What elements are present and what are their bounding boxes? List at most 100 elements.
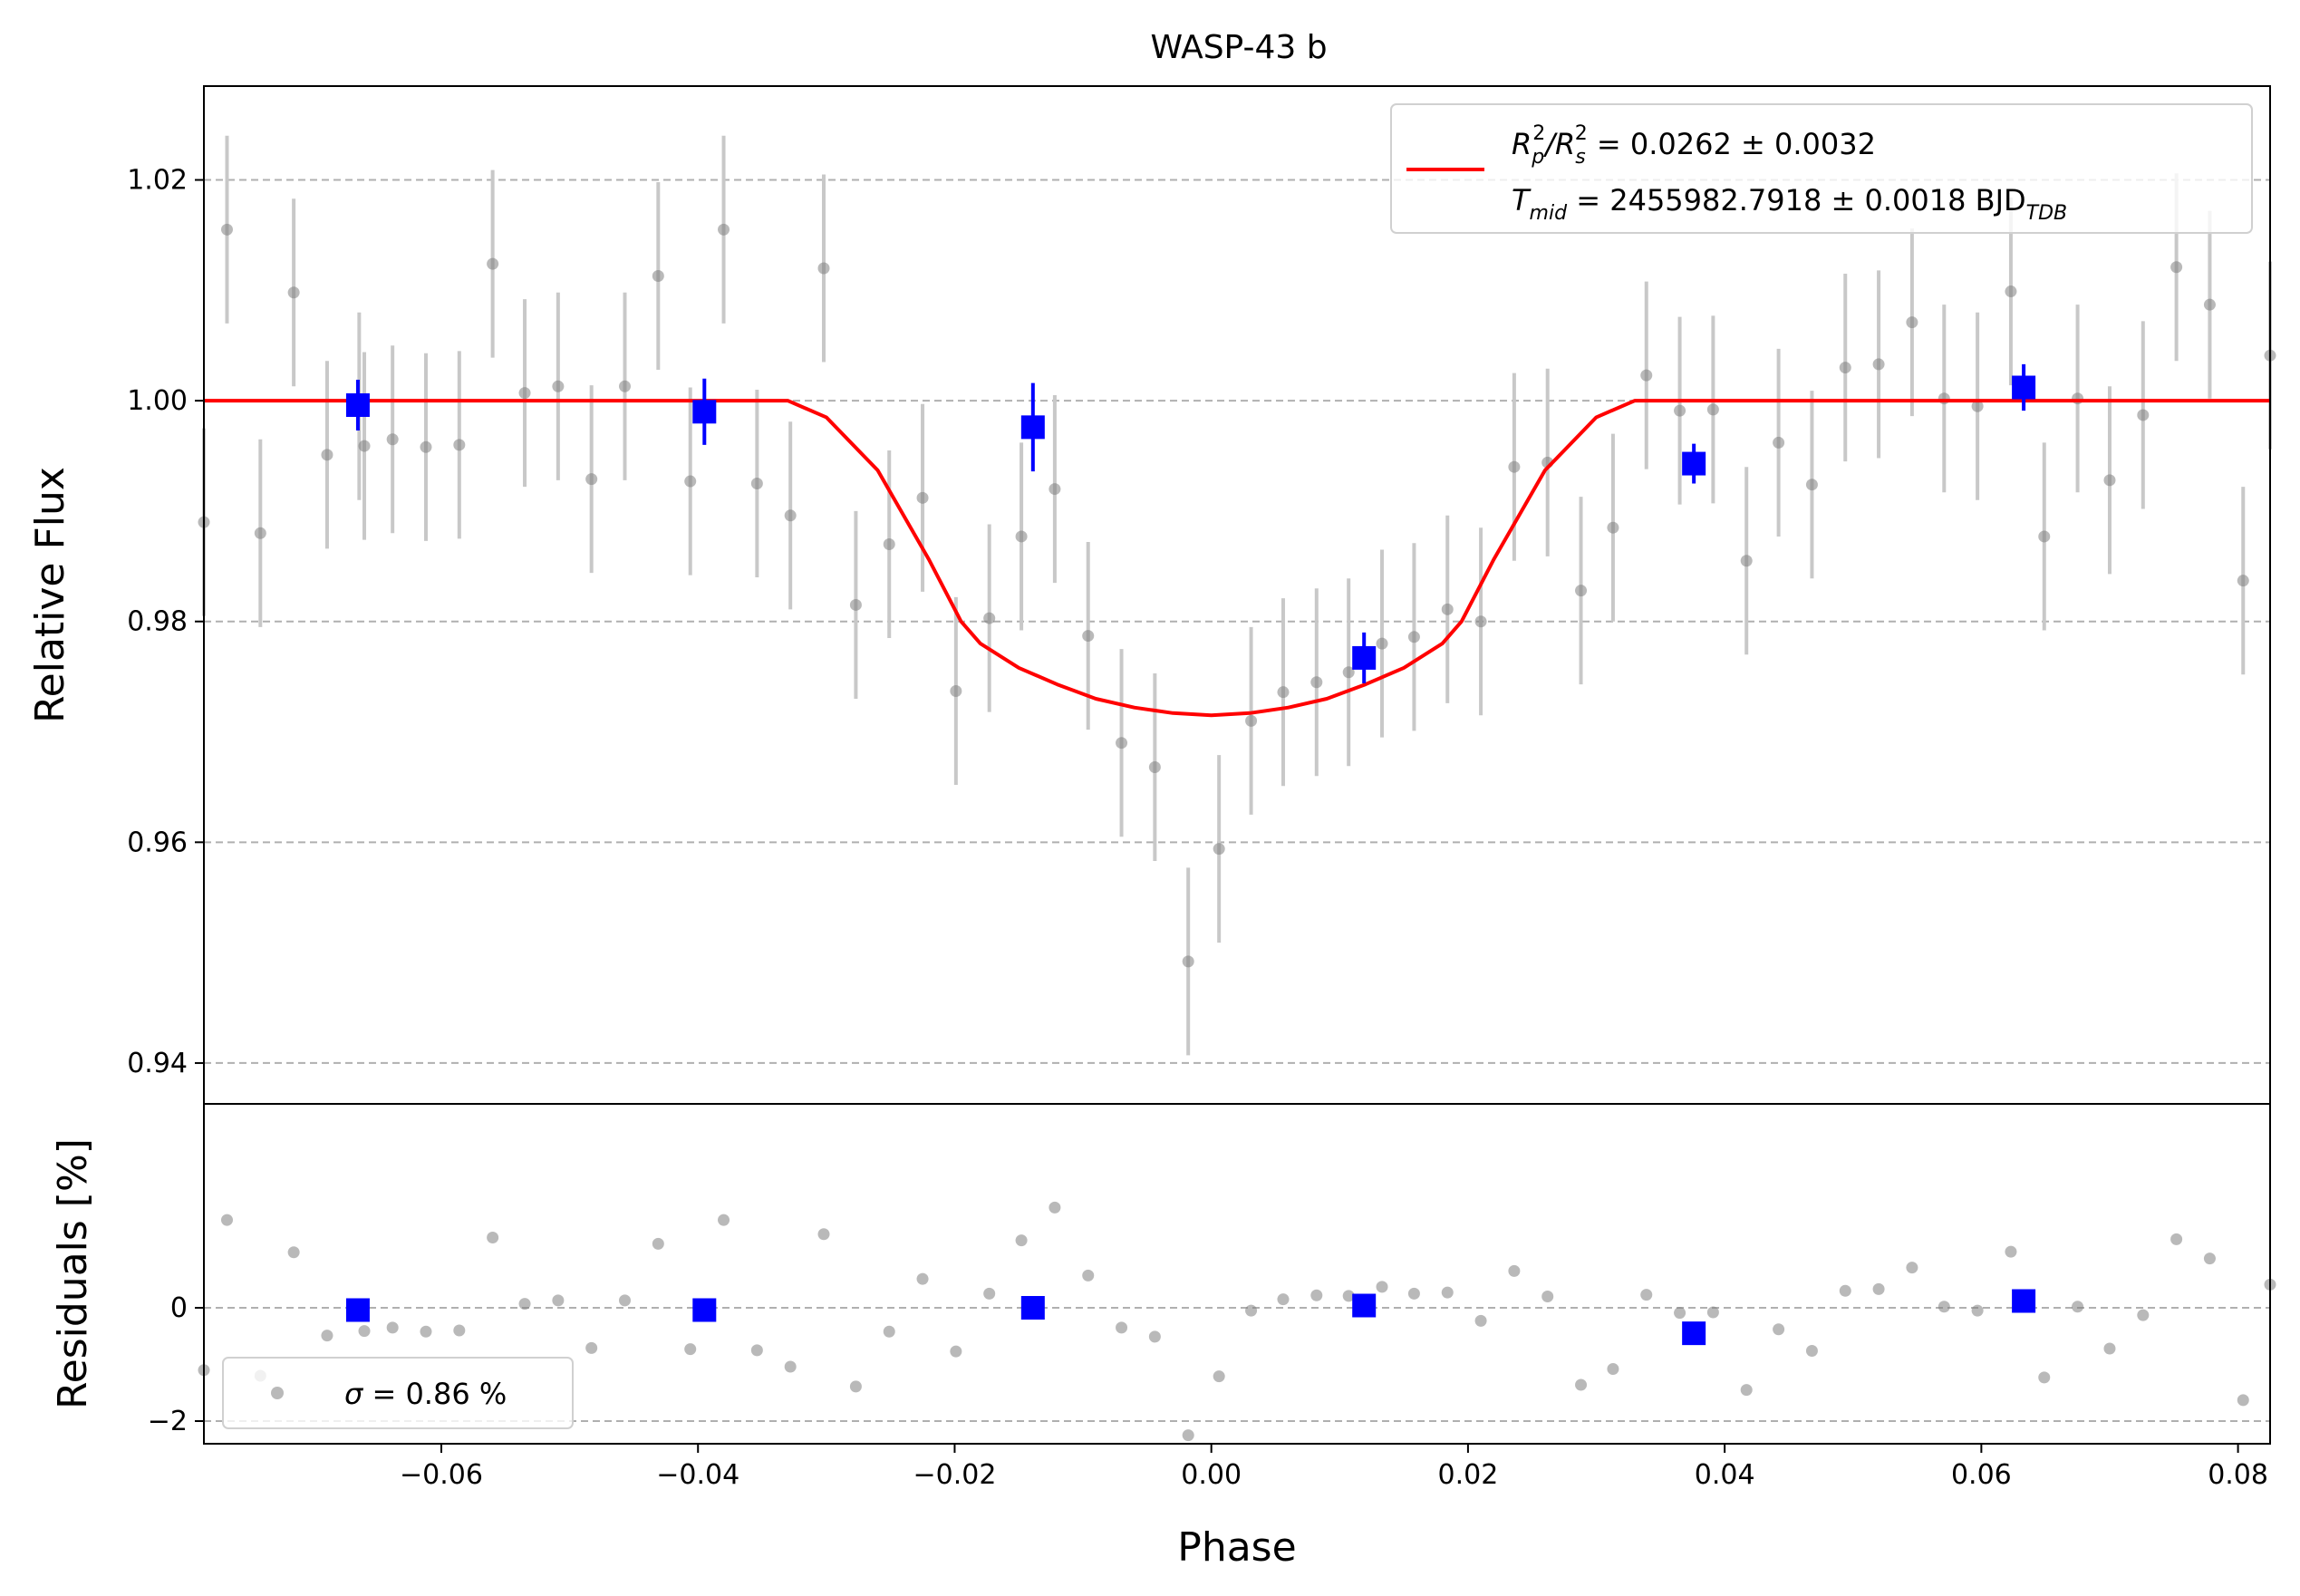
residual-raw-point	[916, 1272, 929, 1285]
residual-raw-point	[849, 1380, 862, 1393]
residual-raw-point	[220, 1214, 233, 1226]
flux-y-axis-label: Relative Flux	[27, 467, 73, 723]
flux-raw-point	[1407, 631, 1420, 643]
phase-x-tick-label: 0.00	[1181, 1459, 1242, 1491]
flux-y-tick-label: 1.00	[127, 385, 188, 417]
sigma-legend-text: σ = 0.86 %	[344, 1377, 507, 1411]
residual-raw-point	[1049, 1201, 1061, 1214]
transit-model-curve	[204, 399, 2270, 718]
flux-raw-point	[750, 477, 763, 489]
flux-raw-point	[1508, 460, 1521, 473]
phase-x-tick-label: 0.08	[2208, 1459, 2268, 1491]
phase-x-ticks: −0.06 −0.04 −0.02 0.00 0.02 0.04 0.06 0.08	[400, 1444, 2268, 1491]
flux-binned-point	[1352, 645, 1377, 670]
flux-raw-point	[1182, 955, 1194, 968]
residual-raw-point	[1740, 1384, 1753, 1397]
residual-binned-point	[1682, 1321, 1706, 1346]
sigma-legend-marker	[271, 1387, 284, 1399]
flux-raw-point	[287, 286, 300, 299]
legend-time-value: = 2455982.7918 ± 0.0018 BJD	[1567, 183, 2026, 218]
residual-raw-point	[1508, 1264, 1521, 1277]
legend-p-subscript: p	[1531, 146, 1544, 169]
flux-binned-point	[345, 393, 370, 418]
residual-raw-point	[1541, 1291, 1554, 1302]
residual-raw-point	[420, 1325, 432, 1338]
residual-raw-point	[684, 1343, 697, 1356]
residual-raw-point	[1342, 1290, 1355, 1302]
residual-raw-point	[386, 1321, 399, 1334]
flux-model	[204, 399, 2270, 718]
residual-raw-point	[1805, 1345, 1818, 1357]
flux-raw-point	[849, 598, 862, 611]
flux-raw-point	[420, 440, 432, 453]
residual-raw-point	[1674, 1307, 1686, 1320]
flux-raw-point	[1342, 666, 1355, 679]
flux-raw-point	[552, 380, 565, 392]
phase-x-tick-label: 0.04	[1695, 1459, 1755, 1491]
sigma-legend: σ = 0.86 %	[222, 1357, 574, 1429]
residual-raw-point	[1640, 1289, 1653, 1301]
residuals-panel: −20 −0.06 −0.04 −0.02 0.00 0.02 0.04 0.06 0.08 …	[50, 1103, 2276, 1571]
phase-x-tick-label: 0.02	[1438, 1459, 1499, 1491]
flux-raw-point	[1310, 676, 1323, 689]
residual-raw-point	[2038, 1371, 2051, 1384]
flux-raw-point	[1575, 585, 1588, 597]
flux-raw-point	[1245, 714, 1258, 727]
residual-raw-point	[1015, 1234, 1028, 1247]
residual-binned-point	[2012, 1289, 2036, 1313]
residual-raw-point	[2237, 1394, 2249, 1407]
model-legend: Rp2/Rs2 = 0.0262 ± 0.0032 Tmid = 2455982…	[1390, 103, 2253, 234]
flux-raw-point	[2137, 409, 2150, 421]
flux-raw-point	[2170, 261, 2183, 274]
residuals-binned-points	[345, 1289, 2036, 1346]
residual-raw-point	[1971, 1304, 1984, 1317]
residual-raw-point	[2103, 1342, 2116, 1355]
flux-raw-point	[1277, 686, 1290, 699]
residual-binned-point	[345, 1298, 370, 1322]
flux-binned-point	[1020, 415, 1045, 440]
flux-raw-point	[950, 684, 962, 697]
flux-raw-point	[1740, 555, 1753, 567]
flux-raw-point	[518, 387, 531, 400]
residual-raw-point	[2203, 1253, 2216, 1265]
residual-raw-point	[1938, 1301, 1950, 1313]
residual-raw-point	[950, 1345, 962, 1358]
flux-raw-point	[1773, 436, 1785, 449]
legend-r-symbol: R	[1512, 127, 1532, 161]
flux-raw-point	[585, 473, 598, 486]
sigma-legend-box	[222, 1357, 574, 1429]
flux-raw-point	[1938, 392, 1950, 405]
phase-x-tick-label: −0.06	[400, 1459, 483, 1491]
flux-raw-point	[1805, 479, 1818, 491]
legend-mid-subscript: mid	[1530, 202, 1569, 225]
phase-x-axis-label: Phase	[1177, 1524, 1296, 1571]
residual-raw-point	[1474, 1314, 1487, 1327]
flux-raw-point	[1015, 530, 1028, 543]
residuals-y-ticks: −2 0	[148, 1292, 204, 1437]
flux-raw-points	[198, 135, 2276, 1056]
flux-raw-point	[487, 257, 499, 270]
legend-slash-r: /R	[1542, 127, 1575, 161]
residual-raw-point	[287, 1246, 300, 1259]
residual-raw-point	[1441, 1286, 1454, 1299]
legend-s-subscript: s	[1575, 146, 1585, 169]
flux-raw-point	[1607, 521, 1619, 534]
residuals-y-tick-label: −2	[148, 1406, 188, 1437]
residual-binned-point	[1020, 1296, 1045, 1320]
flux-raw-point	[1082, 630, 1095, 643]
flux-binned-point	[2012, 375, 2036, 400]
flux-raw-point	[1116, 737, 1128, 750]
flux-raw-point	[220, 223, 233, 236]
flux-raw-point	[1474, 615, 1487, 628]
residual-binned-point	[1352, 1293, 1377, 1318]
residual-raw-point	[2005, 1245, 2017, 1258]
flux-raw-point	[2005, 285, 2017, 298]
phase-x-tick-label: −0.04	[656, 1459, 739, 1491]
residual-raw-point	[1277, 1293, 1290, 1306]
residual-raw-point	[1839, 1284, 1851, 1297]
flux-raw-point	[1640, 369, 1653, 382]
residual-raw-point	[1245, 1304, 1258, 1317]
flux-raw-point	[1906, 316, 1918, 329]
legend-tdb-subscript: TDB	[2026, 202, 2067, 225]
phase-x-tick-label: 0.06	[1951, 1459, 2012, 1491]
